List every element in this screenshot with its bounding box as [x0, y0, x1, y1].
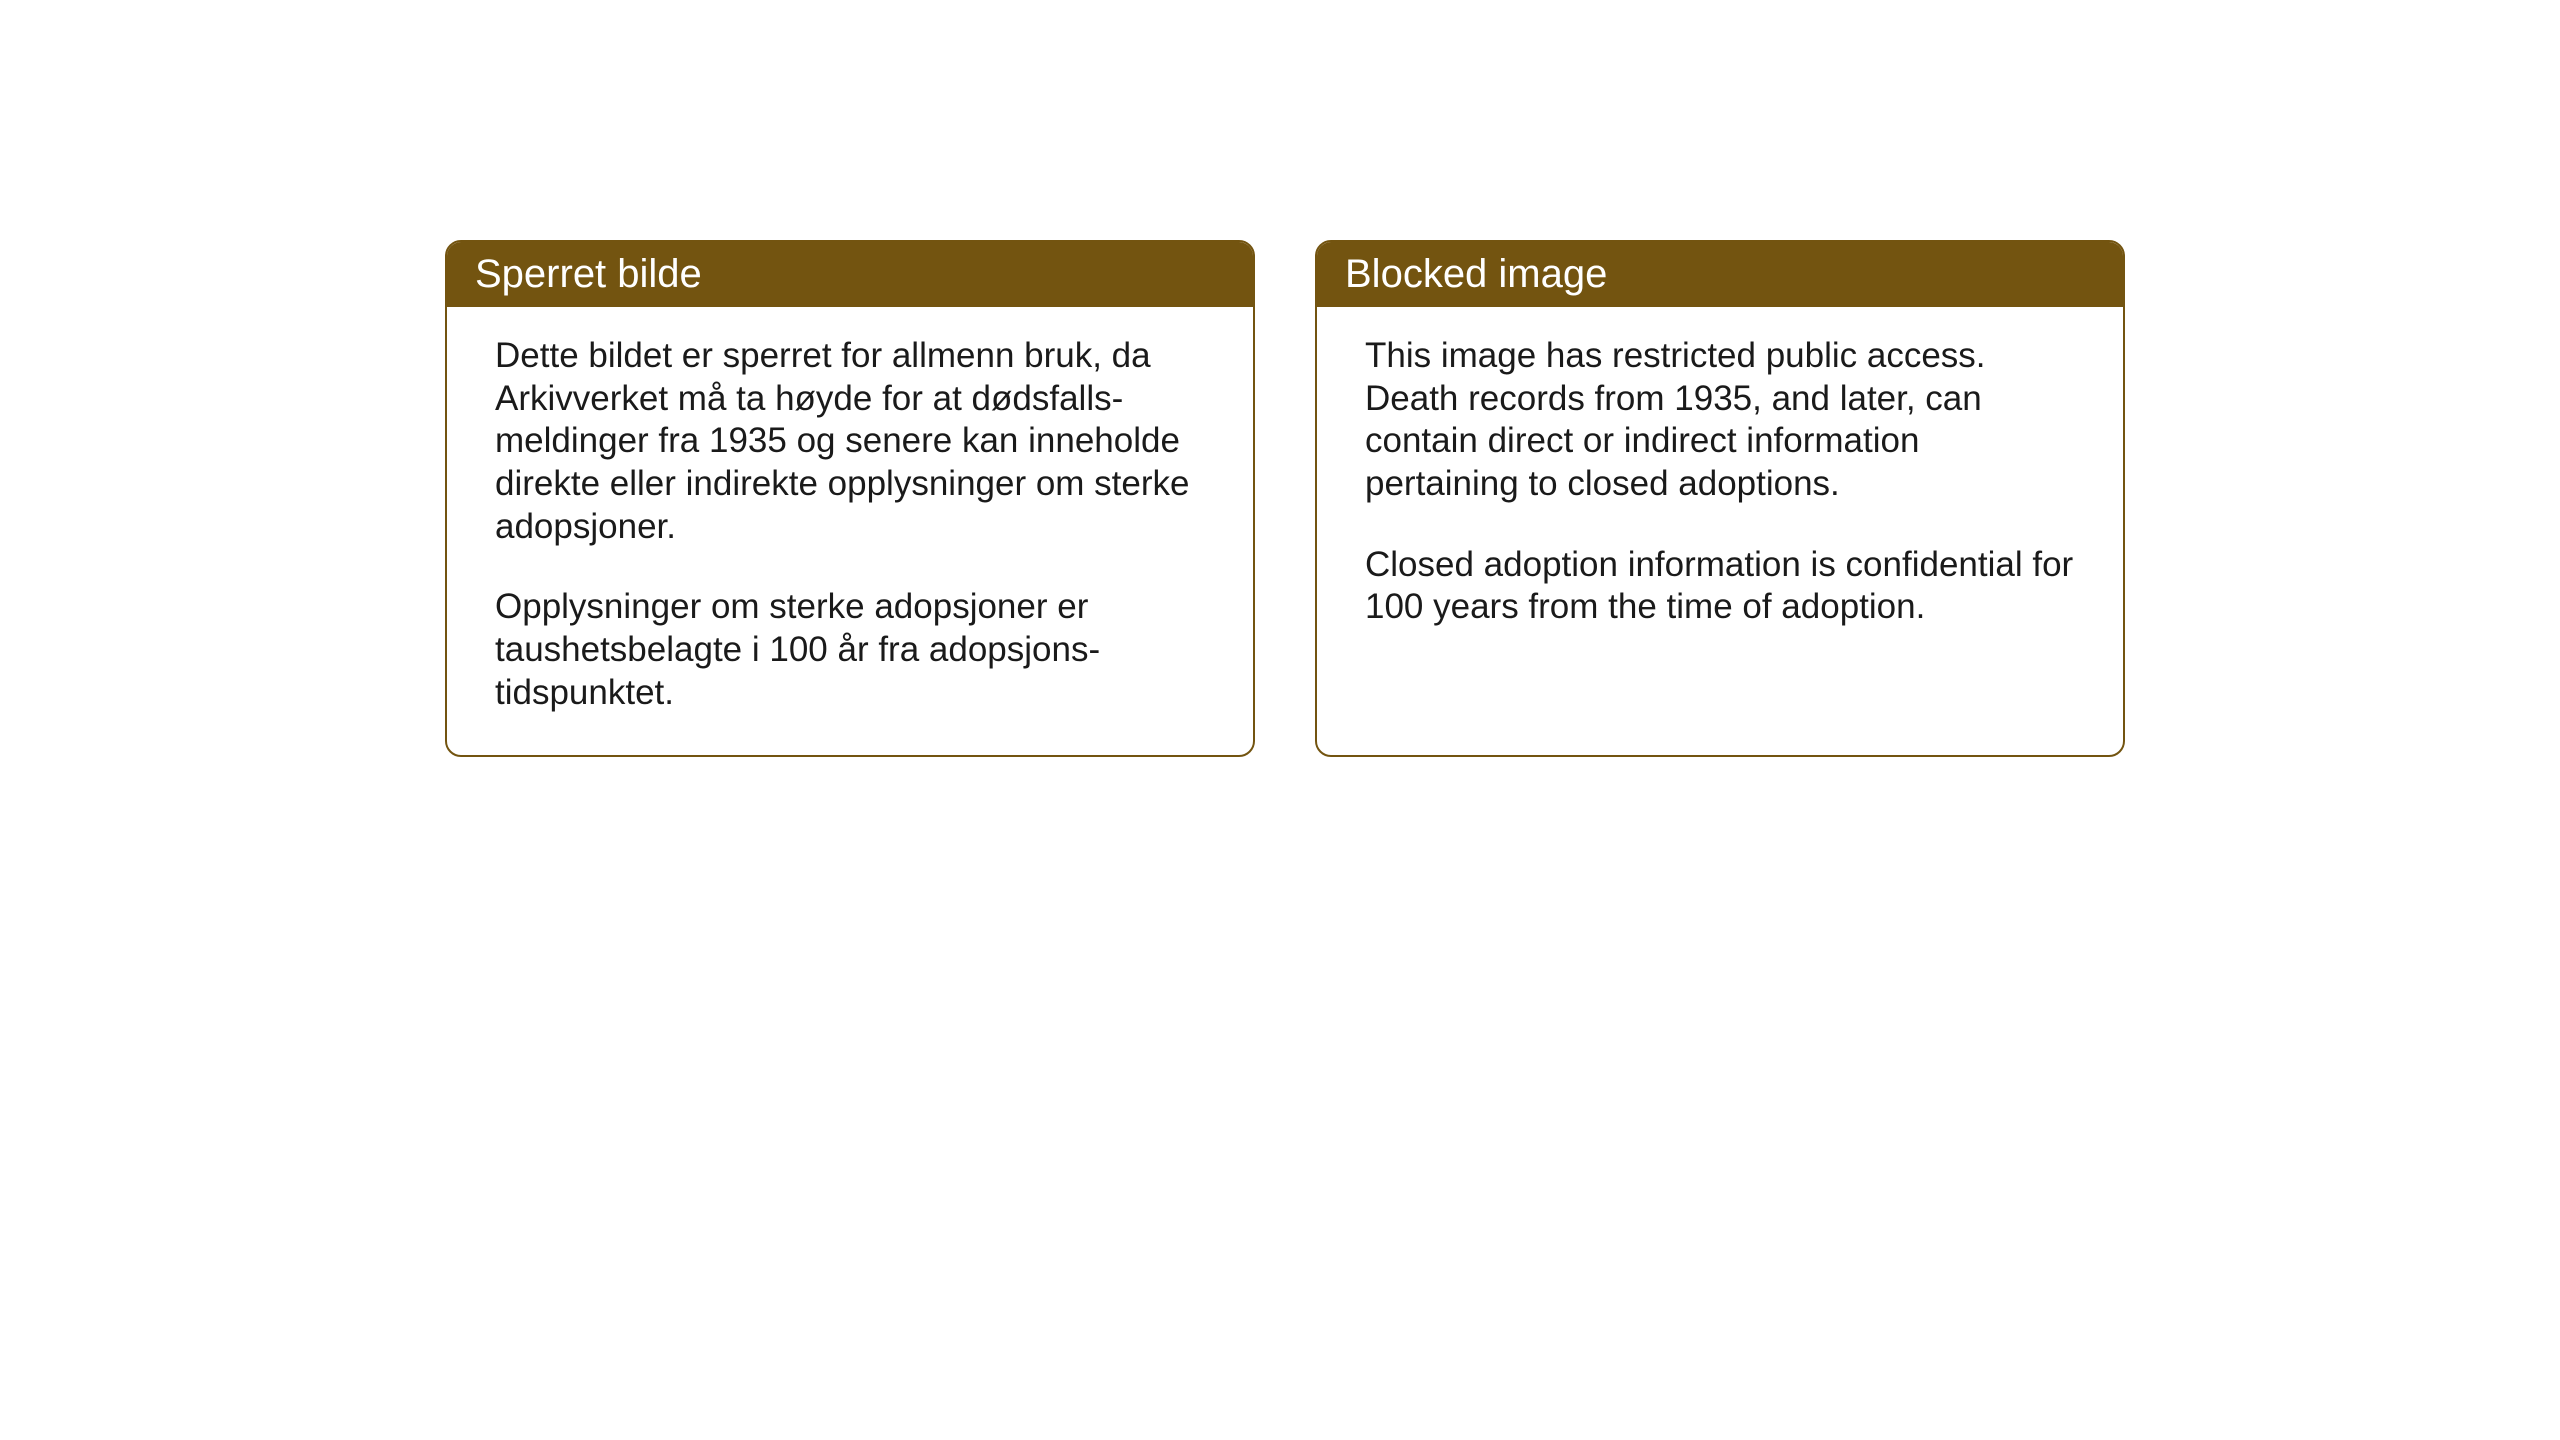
notice-paragraph: Opplysninger om sterke adopsjoner er tau… — [495, 586, 1205, 714]
notice-header-norwegian: Sperret bilde — [447, 242, 1253, 307]
notice-title-norwegian: Sperret bilde — [475, 252, 702, 296]
notice-header-english: Blocked image — [1317, 242, 2123, 307]
notice-title-english: Blocked image — [1345, 252, 1607, 296]
notice-box-norwegian: Sperret bilde Dette bildet er sperret fo… — [445, 240, 1255, 757]
notice-container: Sperret bilde Dette bildet er sperret fo… — [445, 240, 2125, 757]
notice-paragraph: Dette bildet er sperret for allmenn bruk… — [495, 335, 1205, 548]
notice-body-english: This image has restricted public access.… — [1317, 307, 2123, 669]
notice-body-norwegian: Dette bildet er sperret for allmenn bruk… — [447, 307, 1253, 755]
notice-paragraph: Closed adoption information is confident… — [1365, 544, 2075, 629]
notice-box-english: Blocked image This image has restricted … — [1315, 240, 2125, 757]
notice-paragraph: This image has restricted public access.… — [1365, 335, 2075, 506]
